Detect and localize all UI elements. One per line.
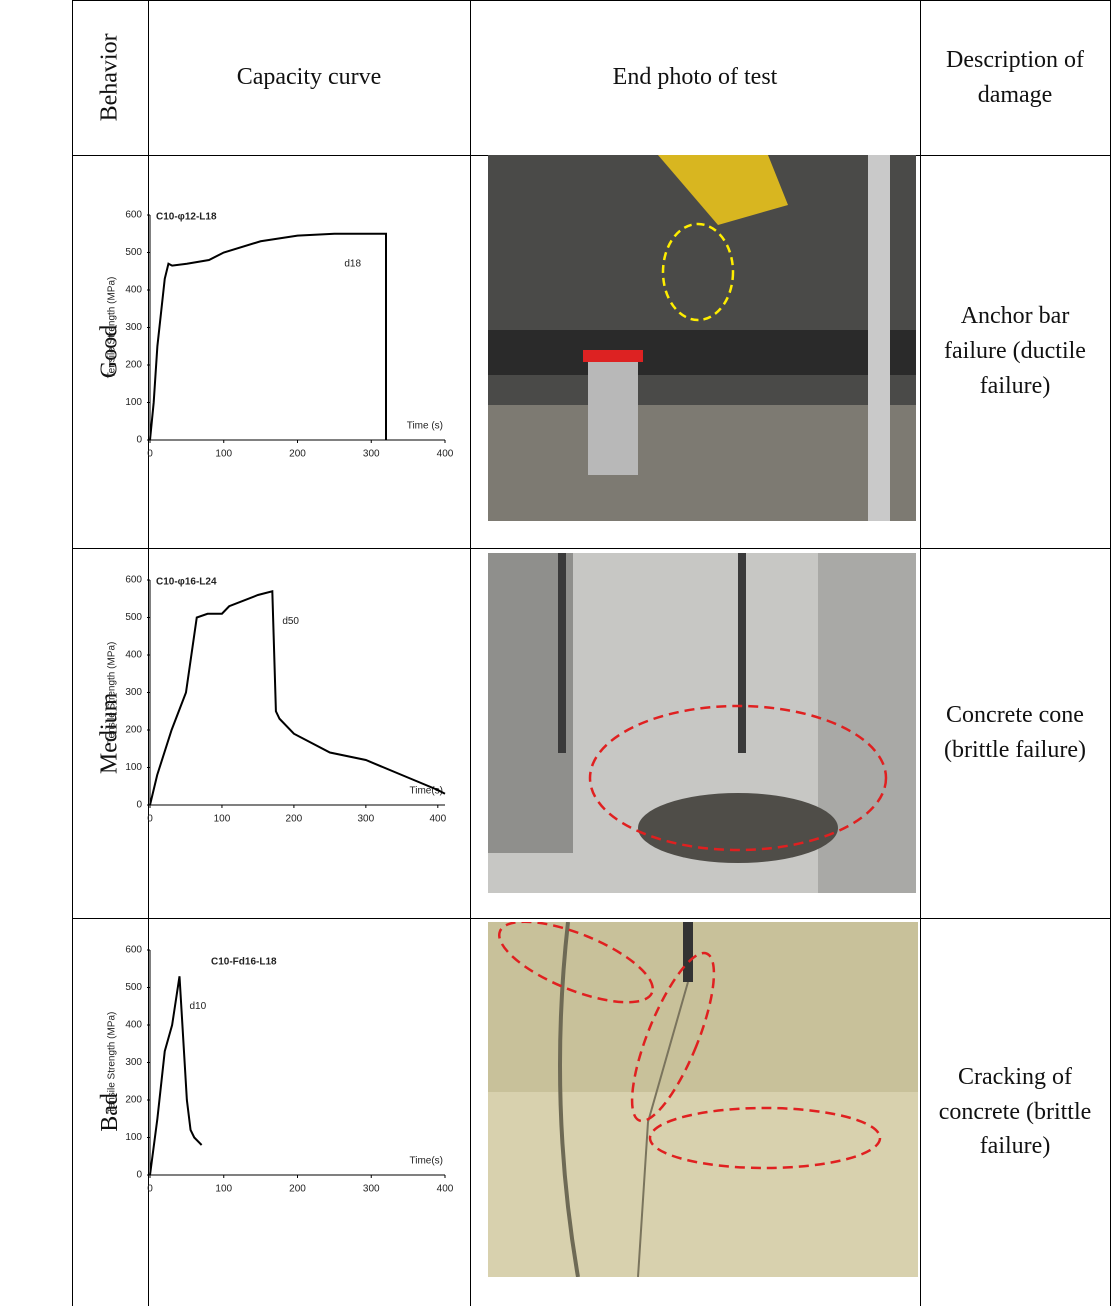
annotation: d18 — [344, 258, 361, 269]
y-tick-label: 400 — [125, 1020, 142, 1031]
y-axis-label: Tensile Strength (MPa) — [107, 642, 118, 744]
y-tick-label: 0 — [136, 800, 142, 811]
x-tick-label: 300 — [358, 814, 375, 825]
x-tick-label: 200 — [286, 814, 303, 825]
y-tick-label: 600 — [125, 575, 142, 586]
chart-title: C10-φ16-L24 — [156, 577, 217, 588]
x-tick-label: 100 — [214, 814, 231, 825]
y-tick-label: 400 — [125, 650, 142, 661]
x-axis-label: Time (s) — [407, 421, 443, 432]
description-cell: Anchor bar failure (ductile failure) — [925, 155, 1105, 548]
header-cell: Description of damage — [925, 0, 1105, 155]
x-tick-label: 200 — [289, 449, 306, 460]
x-tick-label: 200 — [289, 1184, 306, 1195]
x-tick-label: 300 — [363, 449, 380, 460]
y-tick-label: 500 — [125, 612, 142, 623]
x-tick-label: 100 — [215, 1184, 232, 1195]
x-tick-label: 100 — [215, 449, 232, 460]
photo — [488, 155, 916, 521]
x-tick-label: 300 — [363, 1184, 380, 1195]
y-tick-label: 300 — [125, 1057, 142, 1068]
y-tick-label: 100 — [125, 1132, 142, 1143]
page: Behavior Capacity curve End photo of tes… — [0, 0, 1111, 1306]
annotation: d10 — [190, 1001, 207, 1012]
y-tick-label: 100 — [125, 762, 142, 773]
y-tick-label: 200 — [125, 725, 142, 736]
description-cell: Concrete cone (brittle failure) — [925, 548, 1105, 918]
x-tick-label: 0 — [147, 1184, 153, 1195]
description: Cracking of concrete (brittle failure) — [935, 1060, 1095, 1164]
border — [920, 0, 921, 1306]
y-tick-label: 600 — [125, 945, 142, 956]
y-tick-label: 500 — [125, 982, 142, 993]
header: Capacity curve — [237, 60, 382, 95]
y-tick-label: 0 — [136, 1170, 142, 1181]
annotation: d50 — [282, 616, 299, 627]
header: End photo of test — [613, 60, 778, 95]
description-cell: Cracking of concrete (brittle failure) — [925, 918, 1105, 1306]
y-tick-label: 0 — [136, 435, 142, 446]
x-tick-label: 0 — [147, 814, 153, 825]
y-tick-label: 600 — [125, 210, 142, 221]
y-tick-label: 200 — [125, 1095, 142, 1106]
y-tick-label: 300 — [125, 322, 142, 333]
x-tick-label: 400 — [437, 449, 454, 460]
header: Behavior — [93, 34, 128, 122]
chart: 0 100 200 300 400 500 600 0 100 200 300 400 C10-φ16-… — [85, 560, 465, 840]
x-tick-label: 400 — [429, 814, 446, 825]
chart: 0 100 200 300 400 500 600 0 100 200 300 400 C10-Fd16… — [85, 930, 465, 1210]
photo — [488, 922, 918, 1277]
border — [470, 0, 471, 1306]
y-axis-label: Tensile Strength (MPa) — [107, 277, 118, 379]
x-tick-label: 0 — [147, 449, 153, 460]
chart-title: C10-Fd16-L18 — [211, 957, 277, 968]
header-cell: End photo of test — [470, 0, 920, 155]
header-cell: Capacity curve — [148, 0, 470, 155]
description: Anchor bar failure (ductile failure) — [935, 299, 1095, 403]
description: Concrete cone (brittle failure) — [935, 698, 1095, 768]
x-axis-label: Time(s) — [409, 1156, 443, 1167]
chart-title: C10-φ12-L18 — [156, 212, 217, 223]
y-tick-label: 300 — [125, 687, 142, 698]
y-tick-label: 500 — [125, 247, 142, 258]
y-axis-label: Tensile Strength (MPa) — [107, 1012, 118, 1114]
chart: 0 100 200 300 400 500 600 0 100 200 300 400 C10-φ12-… — [85, 195, 465, 475]
x-tick-label: 400 — [437, 1184, 454, 1195]
y-tick-label: 200 — [125, 360, 142, 371]
header-cell: Behavior — [72, 0, 148, 155]
photo — [488, 553, 916, 893]
y-tick-label: 100 — [125, 397, 142, 408]
header: Description of damage — [930, 43, 1100, 113]
y-tick-label: 400 — [125, 285, 142, 296]
